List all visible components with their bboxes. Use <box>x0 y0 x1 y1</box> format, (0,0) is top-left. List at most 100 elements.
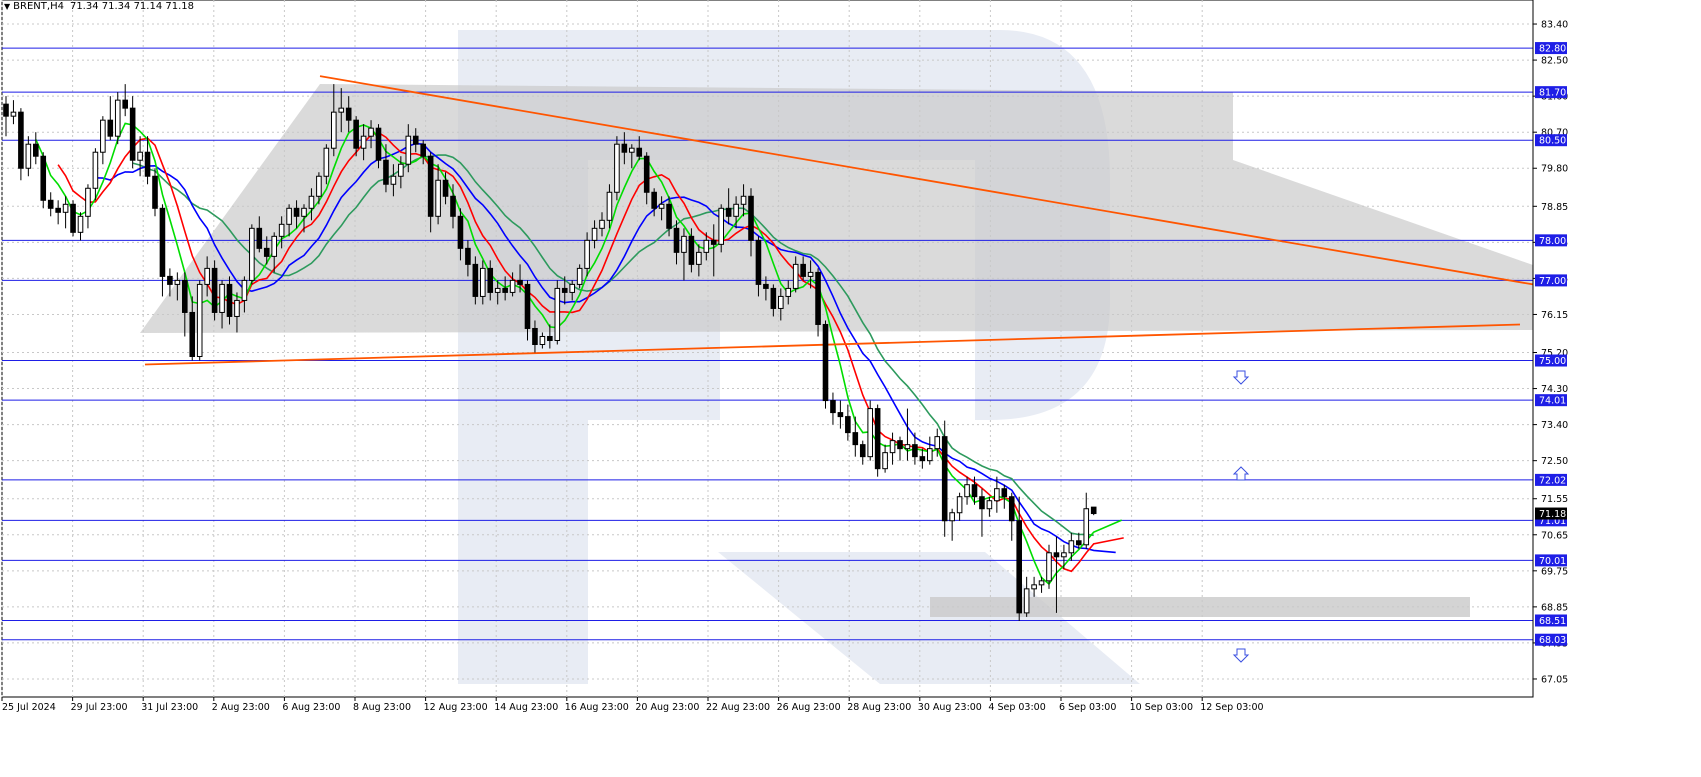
time-axis-label: 31 Jul 23:00 <box>141 702 198 713</box>
price-axis-label: 82.50 <box>1541 56 1568 67</box>
candle-body-bearish <box>420 143 426 157</box>
candle-body-bearish <box>874 408 881 470</box>
candle <box>345 96 352 133</box>
price-level-badge <box>1535 614 1567 627</box>
candle-body-bullish <box>1031 584 1037 590</box>
candle <box>1001 484 1008 509</box>
candle-body-bearish <box>561 287 568 293</box>
candle-body-bullish <box>249 227 255 281</box>
candle <box>1038 576 1045 593</box>
candle <box>1031 576 1037 597</box>
candle-body-bearish <box>450 195 456 217</box>
candle <box>629 144 635 169</box>
candle-body-bullish <box>85 187 91 217</box>
candle-body-bearish <box>643 155 650 193</box>
time-axis-label: 16 Aug 23:00 <box>565 702 629 713</box>
collapse-triangle-icon[interactable]: ▼ <box>4 2 11 11</box>
price-level-badge <box>1535 134 1567 147</box>
candle-body-bearish <box>129 107 136 161</box>
candle <box>710 224 717 277</box>
candle-body-bullish <box>368 127 374 137</box>
candle <box>718 204 725 253</box>
timeframe-label: H4 <box>50 1 64 12</box>
candle <box>994 476 1000 513</box>
ohlc-values: 71.34 71.34 71.14 71.18 <box>69 1 195 12</box>
candle-body-bearish <box>636 147 643 157</box>
candle <box>122 84 129 117</box>
price-level-badge-label: 71.01 <box>1539 516 1566 527</box>
current-price-badge <box>1535 507 1567 520</box>
candle <box>591 220 598 249</box>
candle-body-bullish <box>1061 552 1067 558</box>
candle-body-bearish <box>293 207 300 217</box>
price-level-badge <box>1535 633 1567 646</box>
candle-body-bearish <box>688 235 695 265</box>
candle <box>167 268 173 297</box>
candle <box>226 276 233 325</box>
candle-body-bearish <box>673 227 680 253</box>
price-level-badge <box>1535 394 1567 407</box>
candle <box>681 228 687 281</box>
candle-body-bearish <box>40 155 47 201</box>
candle <box>889 432 896 465</box>
candle-body-bullish <box>241 279 248 301</box>
candle-body-bearish <box>107 119 114 137</box>
candle-body-bullish <box>196 283 203 358</box>
symbol-info-bar: ▼ BRENT,H4 71.34 71.34 71.14 71.18 <box>4 1 195 12</box>
candle <box>196 280 203 361</box>
price-level-badge-label: 72.02 <box>1539 475 1566 486</box>
moving-average-slow <box>95 142 1116 554</box>
candle-body-bearish <box>353 119 359 149</box>
candle-body-bearish <box>755 239 762 285</box>
candle-body-bearish <box>47 199 54 209</box>
candle <box>837 400 844 429</box>
moving-average-long <box>132 154 1094 537</box>
candle <box>1061 544 1067 569</box>
candle <box>524 280 531 341</box>
candle-body-bullish <box>92 151 99 189</box>
candle <box>241 276 248 313</box>
candle-body-bullish <box>740 195 747 205</box>
candle <box>18 108 24 181</box>
time-axis-label: 6 Sep 03:00 <box>1059 702 1116 713</box>
candle-body-bullish <box>569 283 576 293</box>
trendline-upper-resistance <box>319 75 1534 286</box>
price-level-badge <box>1535 354 1567 367</box>
candle <box>152 168 158 217</box>
candle <box>412 128 419 153</box>
candle <box>748 188 754 257</box>
candle-body-bullish <box>137 151 143 161</box>
price-axis-label: 79.80 <box>1541 164 1568 175</box>
candle-body-bearish <box>919 456 926 462</box>
candle <box>353 116 359 157</box>
candle-body-bearish <box>375 127 382 161</box>
candle <box>956 492 963 521</box>
candle-body-bearish <box>442 179 449 197</box>
candle-body-bullish <box>338 107 345 113</box>
candle <box>368 120 374 149</box>
candle <box>211 260 218 321</box>
candle <box>658 196 665 221</box>
candle <box>420 140 426 165</box>
candle <box>383 144 389 193</box>
candle-body-bearish <box>3 103 9 117</box>
candle-body-bullish <box>316 175 322 197</box>
candle-body-bullish <box>964 484 970 498</box>
candle-body-bearish <box>859 444 866 458</box>
price-axis-label: 75.20 <box>1541 348 1568 359</box>
price-level-badge-label: 70.01 <box>1539 556 1566 567</box>
candle <box>450 184 456 229</box>
price-level-badge <box>1535 42 1567 55</box>
price-axis-label: 80.70 <box>1541 128 1568 139</box>
candle-body-bullish <box>405 135 412 165</box>
price-level-badge-label: 81.70 <box>1539 88 1566 99</box>
candle-body-bearish <box>524 283 531 329</box>
candle-body-bearish <box>226 283 233 317</box>
candle-body-bearish <box>256 227 263 249</box>
candle <box>822 320 829 409</box>
candle-body-bearish <box>822 323 829 402</box>
candle-body-bullish <box>599 219 605 229</box>
candle-body-bearish <box>748 195 754 241</box>
candle <box>703 232 710 261</box>
candle-body-bullish <box>994 488 1000 502</box>
